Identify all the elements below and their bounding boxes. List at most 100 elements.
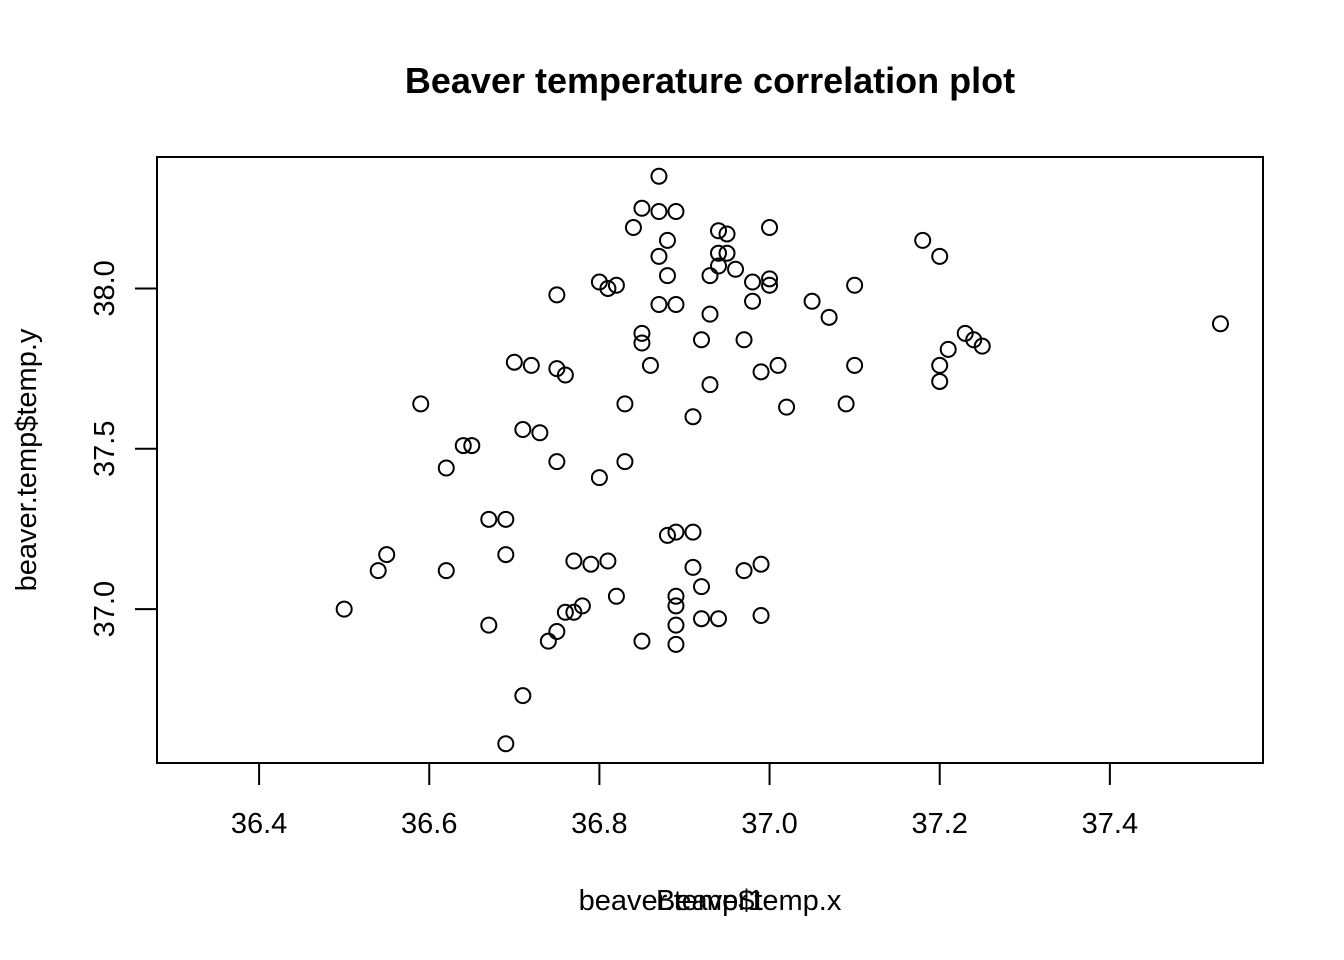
data-point	[837, 395, 855, 413]
data-point	[565, 603, 583, 621]
data-point	[710, 257, 728, 275]
y-tick-label: 37.0	[89, 581, 121, 637]
data-point	[505, 353, 523, 371]
data-point	[769, 356, 787, 374]
data-point	[710, 610, 728, 628]
data-point	[590, 469, 608, 487]
x-tick-label: 36.8	[571, 808, 627, 840]
data-point	[965, 331, 983, 349]
data-point	[684, 558, 702, 576]
data-point	[573, 597, 591, 615]
data-point	[369, 562, 387, 580]
data-point	[718, 225, 736, 243]
data-point	[692, 331, 710, 349]
data-point	[454, 437, 472, 455]
data-point	[701, 376, 719, 394]
data-point	[514, 421, 532, 439]
data-point	[931, 372, 949, 390]
data-point	[744, 273, 762, 291]
data-point	[437, 562, 455, 580]
data-point	[633, 324, 651, 342]
data-point	[582, 555, 600, 573]
data-point	[514, 687, 532, 705]
data-point	[616, 395, 634, 413]
data-point	[650, 295, 668, 313]
data-point	[548, 453, 566, 471]
data-point	[667, 587, 685, 605]
data-point	[497, 546, 515, 564]
y-tick-label: 38.0	[89, 260, 121, 316]
data-point	[914, 231, 932, 249]
data-point	[590, 273, 608, 291]
data-point	[931, 356, 949, 374]
data-point	[735, 562, 753, 580]
data-point	[752, 555, 770, 573]
data-point	[956, 324, 974, 342]
data-point	[820, 308, 838, 326]
data-point	[667, 635, 685, 653]
data-point	[667, 616, 685, 634]
data-point	[641, 356, 659, 374]
data-point	[480, 616, 498, 634]
data-point	[701, 305, 719, 323]
x-tick-label: 36.6	[401, 808, 457, 840]
data-point	[1211, 315, 1229, 333]
data-point	[548, 360, 566, 378]
data-point	[752, 363, 770, 381]
y-axis-label: beaver.temp$temp.y	[11, 328, 43, 591]
data-point	[718, 244, 736, 262]
data-points	[335, 167, 1229, 753]
data-point	[803, 292, 821, 310]
data-point	[522, 356, 540, 374]
data-point	[633, 199, 651, 217]
data-point	[692, 610, 710, 628]
data-point	[565, 552, 583, 570]
y-axis: 37.0 37.5 38.0	[89, 260, 158, 637]
data-point	[650, 203, 668, 221]
chart-title: Beaver temperature correlation plot	[405, 60, 1015, 101]
data-point	[607, 587, 625, 605]
data-point	[667, 523, 685, 541]
data-point	[556, 603, 574, 621]
data-point	[531, 424, 549, 442]
data-point	[599, 279, 617, 297]
data-point	[497, 510, 515, 528]
x-tick-label: 37.2	[911, 808, 967, 840]
data-point	[692, 578, 710, 596]
data-point	[624, 219, 642, 237]
data-point	[752, 607, 770, 625]
data-point	[650, 247, 668, 265]
data-point	[667, 295, 685, 313]
data-point	[548, 286, 566, 304]
data-point	[735, 331, 753, 349]
data-point	[412, 395, 430, 413]
data-point	[684, 523, 702, 541]
data-point	[616, 453, 634, 471]
data-point	[556, 366, 574, 384]
data-point	[658, 267, 676, 285]
data-point	[973, 337, 991, 355]
data-point	[778, 398, 796, 416]
x-tick-label: 37.4	[1082, 808, 1138, 840]
data-point	[463, 437, 481, 455]
data-point	[658, 526, 676, 544]
y-tick-label: 37.5	[89, 421, 121, 477]
data-point	[650, 167, 668, 185]
data-point	[701, 267, 719, 285]
data-point	[599, 552, 617, 570]
data-point	[684, 408, 702, 426]
data-point	[761, 276, 779, 294]
data-point	[335, 600, 353, 618]
data-point	[761, 270, 779, 288]
data-point	[761, 219, 779, 237]
x-axis: 36.4 36.6 36.8 37.0 37.2 37.4	[231, 762, 1138, 840]
data-point	[480, 510, 498, 528]
data-point	[548, 623, 566, 641]
data-point	[633, 334, 651, 352]
data-point	[497, 735, 515, 753]
data-point	[710, 244, 728, 262]
x-axis-label: beaver.temp$temp.x	[579, 885, 842, 917]
plot-frame	[156, 156, 1264, 764]
x-tick-label: 37.0	[741, 808, 797, 840]
